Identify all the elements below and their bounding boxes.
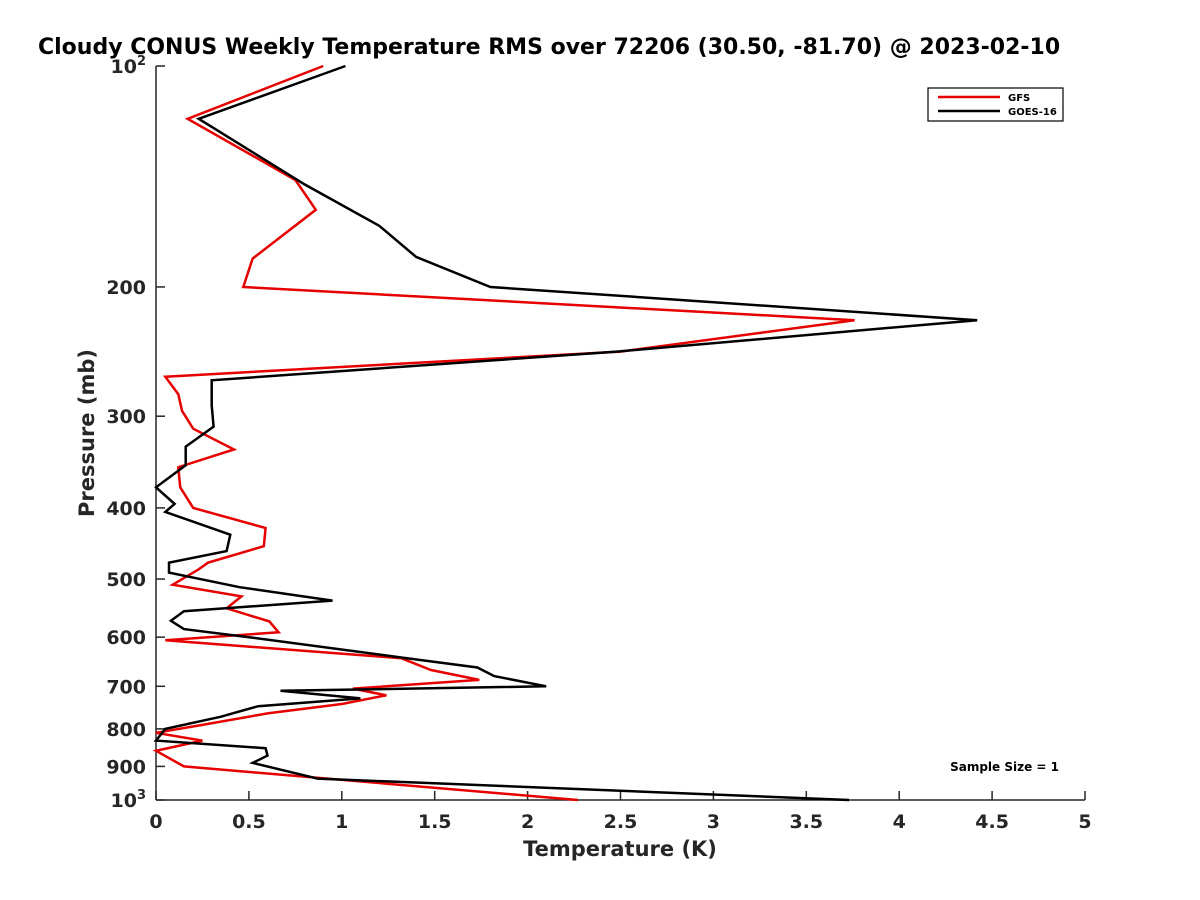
sample-size-annotation: Sample Size = 1 bbox=[950, 760, 1059, 774]
axes: 0 0.5 1 1.5 2 2.5 3 3.5 4 4.5 5 102 200 300 400 500 600 7… bbox=[106, 54, 1091, 833]
x-tick-label: 4 bbox=[893, 811, 906, 833]
x-tick-label: 2.5 bbox=[604, 811, 638, 833]
x-tick-label: 3 bbox=[707, 811, 720, 833]
y-tick-label: 103 bbox=[111, 788, 147, 812]
chart-title: Cloudy CONUS Weekly Temperature RMS over… bbox=[38, 35, 1060, 60]
x-tick-label: 0.5 bbox=[232, 811, 266, 833]
x-tick-label: 0 bbox=[149, 811, 162, 833]
y-tick-label: 102 bbox=[111, 54, 147, 78]
y-tick-label: 500 bbox=[106, 569, 146, 591]
x-tick-label: 1.5 bbox=[418, 811, 452, 833]
series-line-gfs bbox=[152, 64, 855, 802]
legend-label: GFS bbox=[1008, 93, 1030, 104]
y-tick-label: 700 bbox=[106, 676, 146, 698]
y-axis-label: Pressure (mb) bbox=[75, 349, 99, 517]
legend-label: GOES-16 bbox=[1008, 107, 1057, 118]
y-tick-label: 400 bbox=[106, 498, 146, 520]
x-tick-label: 1 bbox=[335, 811, 348, 833]
x-tick-label: 4.5 bbox=[975, 811, 1009, 833]
y-tick-label: 600 bbox=[106, 627, 146, 649]
series-line-goes-16 bbox=[153, 64, 978, 802]
y-tick-label: 200 bbox=[106, 277, 146, 299]
x-tick-label: 5 bbox=[1078, 811, 1091, 833]
x-tick-label: 3.5 bbox=[789, 811, 823, 833]
legend: GFS GOES-16 bbox=[927, 87, 1064, 122]
x-tick-label: 2 bbox=[521, 811, 534, 833]
y-tick-label: 900 bbox=[106, 756, 146, 778]
y-tick-label: 300 bbox=[106, 406, 146, 428]
series-layer bbox=[152, 64, 978, 802]
legend-box bbox=[927, 87, 1064, 122]
x-axis-label: Temperature (K) bbox=[523, 837, 717, 861]
y-tick-label: 800 bbox=[106, 719, 146, 741]
